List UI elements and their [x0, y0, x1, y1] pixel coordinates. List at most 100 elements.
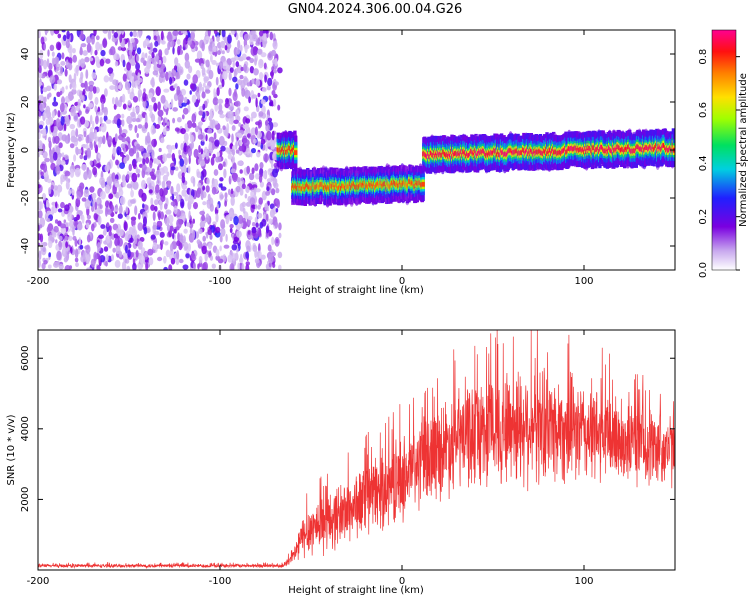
noise-speck — [92, 120, 95, 130]
noise-speck — [56, 250, 62, 261]
noise-speck — [228, 211, 234, 221]
noise-speck — [172, 191, 179, 196]
noise-speck — [274, 58, 278, 67]
noise-speck — [57, 42, 61, 51]
noise-speck — [244, 193, 248, 199]
noise-speck — [95, 163, 102, 168]
noise-speck — [166, 180, 171, 189]
noise-speck — [237, 262, 241, 270]
noise-speck — [204, 146, 208, 154]
noise-speck — [260, 254, 266, 260]
noise-speck — [76, 214, 80, 221]
noise-speck — [118, 188, 124, 197]
noise-speck — [247, 215, 253, 221]
noise-speck — [83, 155, 88, 161]
noise-speck — [225, 147, 230, 153]
noise-speck — [243, 63, 248, 72]
noise-speck — [237, 40, 241, 50]
noise-speck — [130, 199, 136, 204]
noise-speck — [230, 188, 234, 195]
noise-speck — [57, 208, 63, 213]
noise-speck — [216, 87, 220, 97]
noise-speck — [196, 86, 200, 93]
noise-speck — [162, 118, 166, 128]
noise-speck — [130, 75, 134, 82]
noise-speck — [253, 68, 259, 76]
noise-speck — [135, 166, 138, 174]
noise-speck — [164, 203, 168, 210]
noise-speck — [138, 30, 142, 39]
noise-speck — [220, 224, 226, 229]
noise-speck — [187, 148, 192, 157]
noise-speck — [268, 95, 272, 101]
noise-speck — [198, 81, 202, 91]
noise-speck — [271, 69, 274, 80]
noise-speck — [87, 169, 92, 180]
noise-speck — [182, 235, 186, 244]
noise-speck — [160, 137, 165, 144]
noise-speck — [249, 66, 255, 74]
noise-speck — [228, 87, 232, 97]
noise-speck — [148, 189, 153, 194]
noise-speck — [237, 214, 244, 224]
noise-speck — [126, 183, 133, 189]
noise-speck — [221, 50, 225, 55]
noise-speck — [262, 39, 268, 45]
noise-speck — [80, 116, 86, 125]
noise-speck — [201, 263, 207, 270]
noise-speck — [169, 243, 174, 252]
noise-speck — [109, 85, 115, 90]
noise-speck — [111, 254, 114, 261]
spectrogram-region-3 — [422, 128, 675, 175]
noise-speck — [64, 235, 69, 241]
noise-speck — [160, 94, 166, 104]
noise-speck — [190, 30, 196, 33]
noise-speck — [245, 201, 252, 207]
noise-speck — [262, 170, 268, 179]
noise-speck — [129, 31, 133, 37]
noise-speck — [108, 230, 112, 237]
noise-speck — [215, 76, 219, 86]
noise-speck — [205, 213, 210, 223]
noise-speck — [77, 136, 82, 142]
noise-speck — [105, 254, 109, 262]
noise-speck — [165, 71, 169, 82]
noise-speck — [73, 154, 77, 162]
noise-speck — [177, 94, 184, 103]
noise-speck — [161, 180, 166, 189]
noise-speck — [217, 98, 224, 105]
noise-speck — [225, 64, 231, 74]
noise-speck — [108, 193, 114, 200]
noise-speck — [256, 151, 261, 158]
noise-speck — [128, 163, 133, 172]
noise-speck — [68, 189, 72, 196]
noise-speck — [92, 192, 97, 199]
noise-speck — [195, 125, 199, 133]
spectrogram-region-noise — [38, 30, 283, 270]
noise-speck — [56, 91, 61, 98]
noise-speck — [80, 71, 84, 80]
noise-speck — [174, 166, 179, 171]
noise-speck — [143, 88, 146, 93]
noise-speck — [241, 263, 245, 270]
noise-speck — [174, 57, 179, 66]
noise-speck — [119, 196, 126, 206]
noise-speck — [85, 69, 89, 79]
noise-speck — [159, 231, 165, 238]
noise-speck — [44, 30, 49, 34]
noise-speck — [78, 90, 83, 98]
noise-speck — [76, 67, 79, 77]
noise-speck — [71, 189, 75, 196]
noise-speck — [170, 201, 176, 206]
noise-speck — [131, 252, 135, 258]
noise-speck — [171, 193, 175, 202]
noise-speck — [41, 262, 46, 270]
noise-speck — [46, 111, 52, 119]
noise-speck — [126, 265, 131, 270]
noise-speck — [83, 104, 86, 109]
noise-speck — [99, 116, 103, 125]
noise-speck — [105, 119, 112, 125]
noise-speck — [145, 262, 149, 270]
noise-speck — [62, 34, 67, 41]
noise-speck — [163, 187, 168, 196]
